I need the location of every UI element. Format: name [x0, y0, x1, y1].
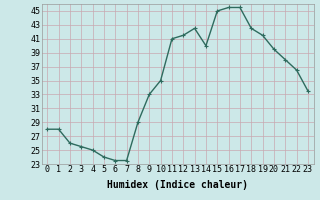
- X-axis label: Humidex (Indice chaleur): Humidex (Indice chaleur): [107, 180, 248, 190]
